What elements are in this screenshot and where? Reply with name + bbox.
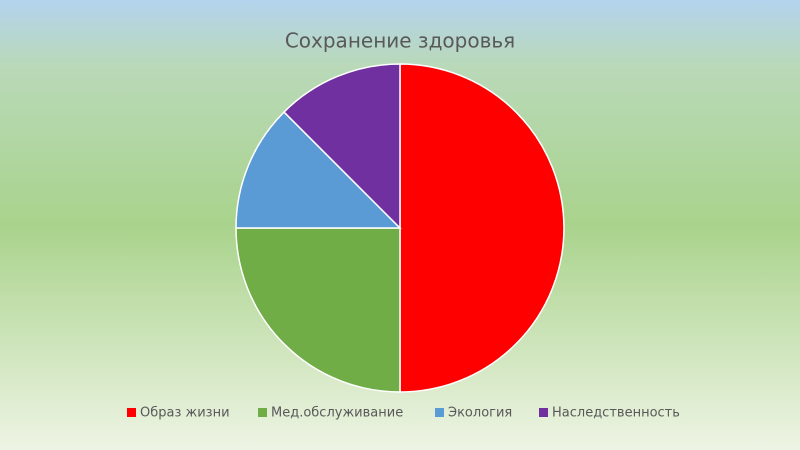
- pie-slice: [235, 110, 402, 229]
- legend-swatch: [127, 408, 136, 417]
- pie-slice: [399, 63, 565, 393]
- pie-slice: [235, 227, 401, 393]
- legend-label: Наследственность: [552, 406, 680, 421]
- legend-label: Экология: [448, 406, 512, 421]
- legend-label: Мед.обслуживание: [271, 406, 403, 421]
- legend-swatch: [258, 408, 267, 417]
- legend-label: Образ жизни: [140, 406, 230, 421]
- chart-title: Сохранение здоровья: [285, 29, 515, 53]
- pie-slice: [282, 63, 401, 230]
- legend-swatch: [435, 408, 444, 417]
- legend-swatch: [539, 408, 548, 417]
